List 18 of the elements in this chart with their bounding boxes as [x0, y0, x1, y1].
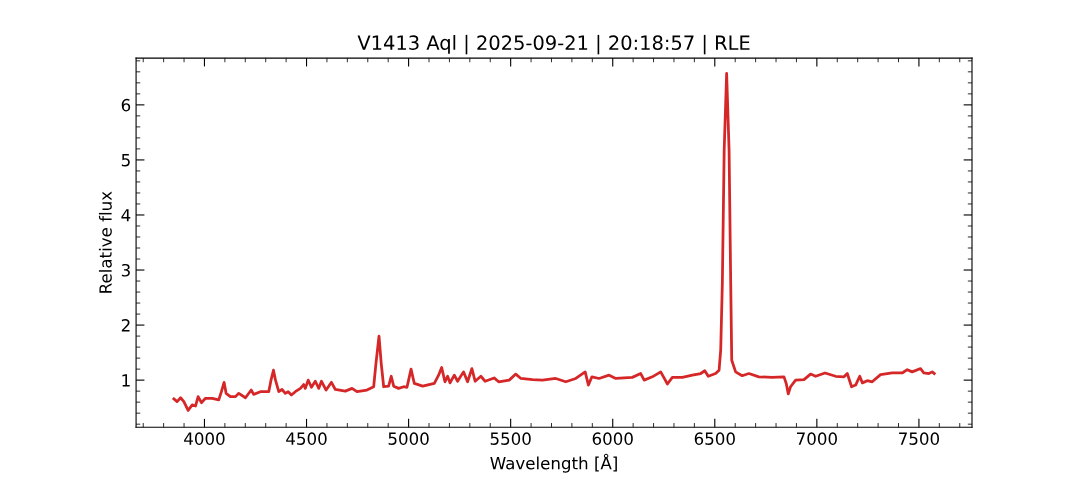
- y-tick-label: 1: [122, 374, 130, 387]
- y-tick-label: 2: [121, 319, 130, 332]
- y-axis-title: Relative flux: [98, 191, 112, 293]
- x-tick-label: 7000: [797, 432, 837, 445]
- chart-title: V1413 Aql | 2025-09-21 | 20:18:57 | RLE: [357, 34, 750, 55]
- line-series: [172, 72, 936, 412]
- x-tick-label: 5000: [388, 432, 429, 445]
- y-tick-label: 6: [121, 98, 131, 112]
- x-tick-label: 4500: [286, 432, 327, 445]
- x-tick-label: 5500: [490, 432, 531, 445]
- x-axis-title: Wavelength [Å]: [490, 453, 617, 473]
- x-tick-label: 4000: [184, 432, 225, 445]
- x-tick-label: 7500: [899, 432, 940, 445]
- y-tick-label: 4: [121, 209, 131, 222]
- x-tick-label: 6000: [592, 432, 633, 445]
- y-tick-label: 3: [121, 263, 130, 277]
- y-tick-label: 5: [121, 154, 130, 167]
- x-tick-label: 6500: [694, 432, 735, 445]
